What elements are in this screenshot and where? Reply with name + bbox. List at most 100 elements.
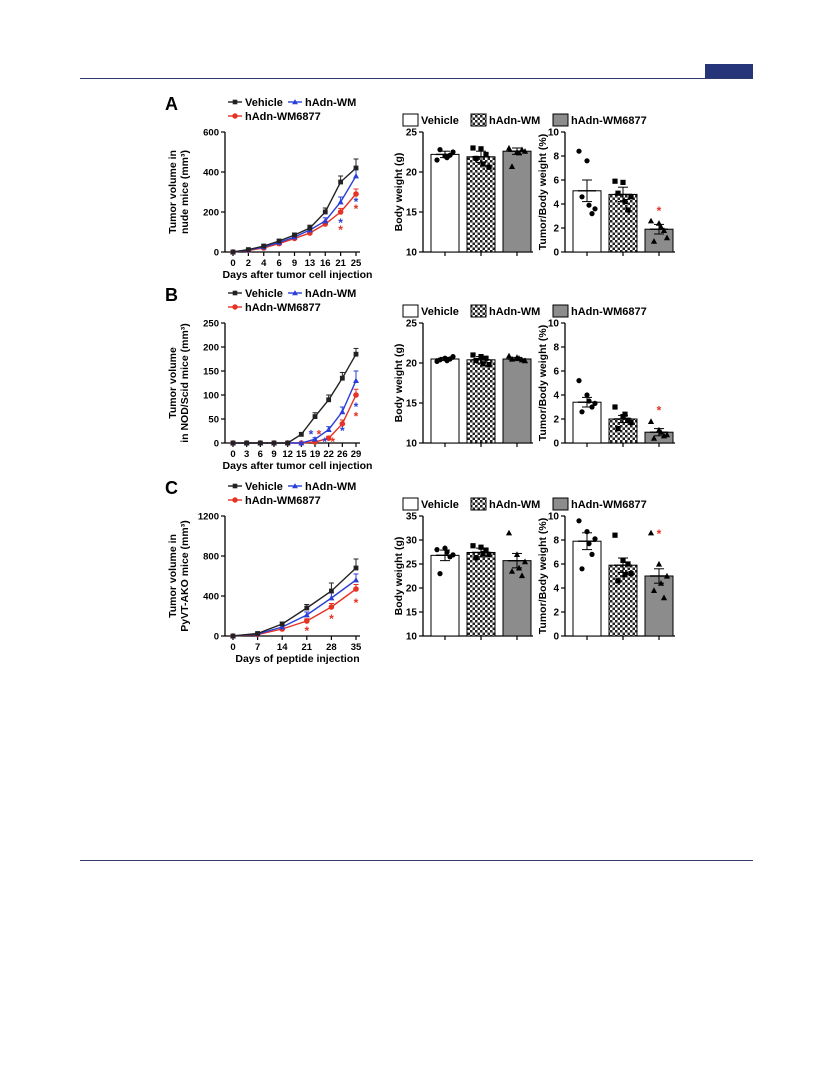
y-tick-label: 0 xyxy=(214,632,219,643)
legend-label-hadn_wm: hAdn-WM xyxy=(305,288,356,300)
individual-point xyxy=(663,572,671,579)
x-tick-label: 12 xyxy=(282,449,293,460)
series-line xyxy=(233,380,357,444)
series-vehicle xyxy=(230,347,359,446)
legend-swatch-hadn_wm xyxy=(470,497,487,511)
individual-point xyxy=(625,207,631,213)
y-axis-label-line: Tumor volume in xyxy=(167,150,179,234)
individual-point xyxy=(508,355,516,362)
y-tick-label: 25 xyxy=(406,319,418,330)
y-tick-label: 400 xyxy=(203,592,219,603)
panel-letter: A xyxy=(165,94,178,114)
data-point xyxy=(255,631,260,636)
data-point xyxy=(304,618,310,624)
y-tick-label: 15 xyxy=(406,399,418,410)
y-tick-label: 4 xyxy=(553,200,559,211)
significance-star: * xyxy=(354,400,359,414)
significance-star: * xyxy=(330,435,335,449)
legend-label-hadn_wm6877: hAdn-WM6877 xyxy=(571,306,647,318)
y-tick-label: 10 xyxy=(406,632,418,643)
y-tick-label: 6 xyxy=(553,176,559,187)
x-axis-label: Days after tumor cell injection xyxy=(223,269,373,281)
y-tick-label: 100 xyxy=(203,391,219,402)
y-axis-label-line: Tumor volume xyxy=(167,347,179,419)
individual-point xyxy=(592,400,598,406)
y-axis-label: Body weight (g) xyxy=(393,344,405,423)
significance-star: * xyxy=(354,202,359,216)
legend-label-hadn_wm: hAdn-WM xyxy=(305,481,356,493)
individual-point xyxy=(579,566,585,572)
y-tick-label: 20 xyxy=(406,584,418,595)
individual-point xyxy=(584,392,590,398)
individual-point xyxy=(589,404,595,410)
data-point xyxy=(322,218,329,224)
individual-point xyxy=(657,429,665,435)
bar xyxy=(466,551,496,637)
y-tick-label: 15 xyxy=(406,608,418,619)
individual-point xyxy=(508,568,516,574)
significance-star: * xyxy=(338,223,343,237)
x-tick-label: 35 xyxy=(351,642,362,653)
legend-marker-vehicle xyxy=(232,290,238,296)
panel-letter: C xyxy=(165,478,178,498)
x-tick-label: 0 xyxy=(230,449,235,460)
individual-point xyxy=(437,147,443,153)
y-tick-label: 0 xyxy=(214,439,219,450)
panel-letter: B xyxy=(165,285,178,305)
x-tick-label: 3 xyxy=(244,449,249,460)
x-tick-label: 13 xyxy=(305,258,316,269)
x-axis-label: Days of peptide injection xyxy=(235,653,359,665)
legend-label-hadn_wm: hAdn-WM xyxy=(489,115,540,127)
y-axis-label: Tumor/Body weight (%) xyxy=(537,518,549,634)
bar xyxy=(430,153,460,253)
individual-point xyxy=(628,571,634,577)
data-point xyxy=(328,595,335,601)
data-point xyxy=(329,588,334,594)
significance-star: * xyxy=(322,435,327,449)
individual-point xyxy=(483,355,489,361)
data-point xyxy=(328,604,335,610)
individual-point xyxy=(505,529,513,536)
individual-point xyxy=(437,357,443,363)
individual-point xyxy=(628,194,634,200)
individual-point xyxy=(589,211,595,217)
y-tick-label: 1200 xyxy=(198,512,219,523)
data-point xyxy=(353,565,359,571)
bar xyxy=(572,401,602,444)
legend-swatch-vehicle xyxy=(402,497,419,511)
data-point xyxy=(245,247,251,252)
series-line xyxy=(232,588,357,637)
individual-point xyxy=(515,149,523,156)
y-axis-label-line: nude mice (mm³) xyxy=(179,150,191,234)
bar-legend: Vehicle hAdn-WM hAdn-WM6877 xyxy=(402,497,647,511)
individual-point xyxy=(576,518,582,524)
significance-star: * xyxy=(657,527,662,541)
bar xyxy=(502,560,532,637)
body-bar-chart: 10 15 20 25 30 35 Body weight (g) xyxy=(393,512,533,643)
body-bar-chart: 10 15 20 25 Body weight (g) xyxy=(393,128,533,259)
individual-point xyxy=(620,179,626,185)
bar xyxy=(466,359,496,444)
data-point xyxy=(353,577,359,583)
individual-point xyxy=(486,551,492,557)
individual-point xyxy=(473,555,479,561)
individual-point xyxy=(434,157,440,163)
header-rule xyxy=(80,78,753,79)
data-point xyxy=(279,624,286,630)
bar xyxy=(466,156,496,253)
legend-label-hadn_wm: hAdn-WM xyxy=(305,97,356,109)
line-legend: Vehicle hAdn-WM hAdn-WM6877 xyxy=(228,481,356,507)
legend-swatch-hadn_wm6877 xyxy=(552,304,569,318)
individual-point xyxy=(505,144,513,151)
data-point xyxy=(339,408,346,415)
y-tick-label: 10 xyxy=(548,512,560,523)
series-vehicle xyxy=(230,158,359,255)
data-point xyxy=(322,209,328,215)
legend-marker-hadn_wm6877 xyxy=(232,113,238,119)
data-point xyxy=(312,414,318,419)
y-tick-label: 15 xyxy=(406,208,418,219)
y-axis-label: Tumor volume innude mice (mm³) xyxy=(167,150,191,234)
